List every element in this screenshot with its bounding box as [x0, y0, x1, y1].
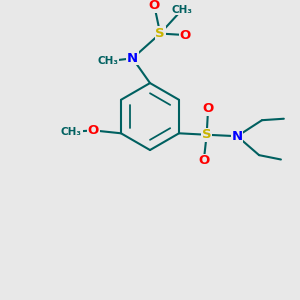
Text: CH₃: CH₃ — [61, 127, 82, 137]
Text: CH₃: CH₃ — [172, 5, 193, 15]
Text: CH₃: CH₃ — [97, 56, 118, 66]
Text: O: O — [179, 28, 191, 41]
Text: O: O — [202, 102, 214, 115]
Text: O: O — [88, 124, 99, 137]
Text: O: O — [198, 154, 209, 167]
Text: S: S — [155, 27, 165, 40]
Text: O: O — [149, 0, 160, 12]
Text: O: O — [88, 124, 99, 137]
Text: S: S — [202, 128, 211, 141]
Text: N: N — [232, 130, 243, 143]
Text: N: N — [127, 52, 138, 65]
